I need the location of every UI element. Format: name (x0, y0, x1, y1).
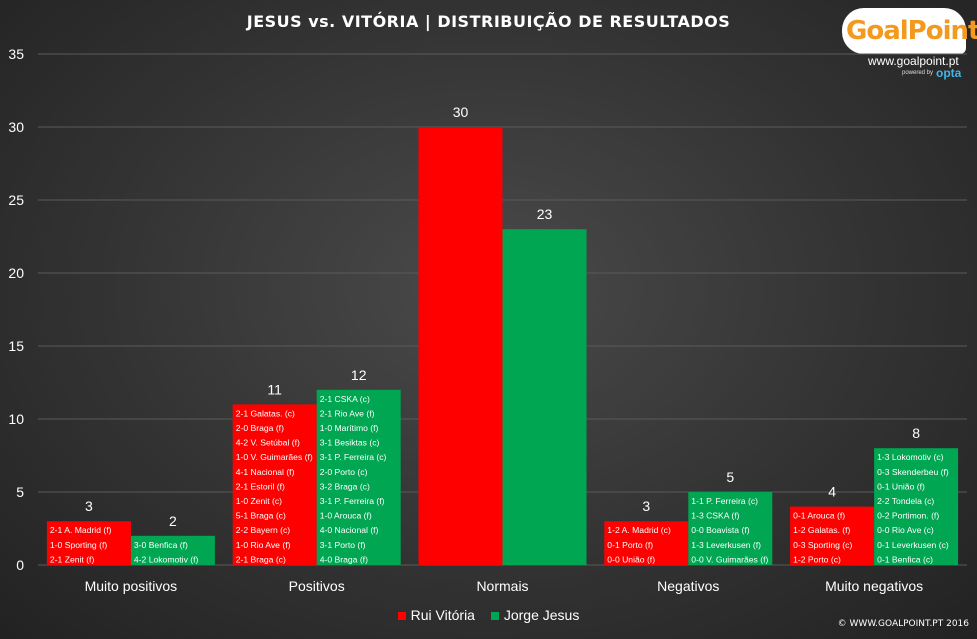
result-label: 0-0 Boavista (f) (691, 525, 749, 535)
result-label: 0-2 Portimon. (f) (877, 511, 939, 521)
result-label: 0-0 Rio Ave (c) (877, 525, 934, 535)
legend-item-jorge-jesus: Jorge Jesus (490, 607, 580, 623)
x-tick-label: Normais (476, 578, 528, 594)
result-label: 2-2 Tondela (c) (877, 496, 934, 506)
data-label: 23 (537, 206, 553, 222)
result-label: 0-1 União (f) (877, 481, 925, 491)
result-label: 4-2 Lokomotiv (f) (134, 554, 199, 564)
result-label: 1-1 P. Ferreira (c) (691, 496, 758, 506)
data-label: 5 (726, 469, 734, 485)
result-label: 1-0 Arouca (f) (320, 511, 372, 521)
result-label: 3-1 Besiktas (c) (320, 438, 380, 448)
data-label: 3 (642, 498, 650, 514)
logo-badge (842, 8, 966, 54)
copyright: © WWW.GOALPOINT.PT 2016 (837, 619, 969, 629)
logo-url: www.goalpoint.pt (868, 54, 959, 68)
data-label: 12 (351, 367, 367, 383)
result-label: 2-0 Porto (c) (320, 467, 368, 477)
y-tick-label: 30 (8, 119, 24, 135)
result-label: 1-0 Rio Ave (f) (236, 540, 291, 550)
result-label: 1-2 Galatas. (f) (793, 525, 850, 535)
result-label: 2-1 Galatas. (c) (236, 408, 295, 418)
data-label: 11 (267, 381, 282, 397)
result-label: 0-0 V. Guimarães (f) (691, 554, 768, 564)
result-label: 1-2 Porto (c) (793, 554, 841, 564)
result-label: 3-0 Benfica (f) (134, 540, 188, 550)
result-label: 2-0 Braga (f) (236, 423, 284, 433)
result-label: 3-1 P. Ferreira (f) (320, 496, 385, 506)
legend-swatch-red (397, 612, 406, 621)
result-label: 0-1 Arouca (f) (793, 511, 845, 521)
y-tick-label: 25 (8, 192, 24, 208)
result-label: 3-1 Porto (f) (320, 540, 366, 550)
y-tick-label: 15 (8, 338, 24, 354)
result-label: 0-1 Leverkusen (c) (877, 540, 949, 550)
x-tick-label: Negativos (657, 578, 719, 594)
data-label: 4 (828, 484, 836, 500)
result-label: 2-1 A. Madrid (f) (50, 525, 112, 535)
chart-title: JESUS vs. VITÓRIA | DISTRIBUIÇÃO DE RESU… (246, 12, 731, 31)
bar (130, 535, 215, 565)
result-label: 2-1 Zenit (f) (50, 554, 95, 564)
legend-label: Rui Vitória (410, 607, 475, 623)
bar (874, 448, 959, 565)
result-label: 2-1 Estoril (f) (236, 481, 285, 491)
result-label: 4-0 Braga (f) (320, 554, 368, 564)
result-label: 2-1 Rio Ave (f) (320, 408, 375, 418)
result-label: 1-2 A. Madrid (c) (607, 525, 671, 535)
result-label: 4-1 Nacional (f) (236, 467, 295, 477)
result-label: 2-1 Braga (c) (236, 554, 286, 564)
legend-label: Jorge Jesus (503, 607, 580, 623)
x-tick-label: Muito positivos (85, 578, 178, 594)
bar (688, 492, 773, 565)
result-label: 0-0 União (f) (607, 554, 655, 564)
logo-wordmark: GoalPoint (846, 16, 977, 46)
y-tick-label: 0 (16, 557, 24, 573)
data-label: 2 (169, 513, 177, 529)
result-label: 1-0 Sporting (f) (50, 540, 107, 550)
result-label: 5-1 Braga (c) (236, 511, 286, 521)
opta-logo: opta (936, 66, 962, 80)
x-tick-label: Muito negativos (825, 578, 923, 594)
bar (502, 229, 587, 565)
result-label: 2-1 CSKA (c) (320, 394, 370, 404)
logo-powered-by: powered by (902, 70, 934, 76)
result-label: 0-1 Porto (f) (607, 540, 653, 550)
goalpoint-logo: GoalPoint www.goalpoint.pt powered by op… (838, 8, 977, 82)
result-label: 1-3 CSKA (f) (691, 511, 739, 521)
result-label: 4-2 V. Setúbal (f) (236, 438, 300, 448)
result-label: 4-0 Nacional (f) (320, 525, 379, 535)
result-label: 0-1 Benfica (c) (877, 554, 933, 564)
bar (790, 506, 875, 565)
data-label: 8 (912, 425, 920, 441)
legend-swatch-green (490, 612, 499, 621)
y-tick-label: 35 (8, 46, 24, 62)
result-label: 1-3 Leverkusen (f) (691, 540, 761, 550)
bar (418, 127, 503, 565)
y-tick-label: 10 (8, 411, 24, 427)
result-label: 1-0 Zenit (c) (236, 496, 282, 506)
result-label: 1-0 V. Guimarães (f) (236, 452, 313, 462)
bar (604, 521, 689, 565)
result-label: 0-3 Sporting (c) (793, 540, 852, 550)
data-label: 3 (85, 498, 93, 514)
result-label: 3-2 Braga (c) (320, 481, 370, 491)
result-label: 0-3 Skenderbeu (f) (877, 467, 949, 477)
y-tick-label: 20 (8, 265, 24, 281)
data-label: 30 (453, 104, 469, 120)
result-label: 1-0 Marítimo (f) (320, 423, 379, 433)
bar (232, 404, 317, 565)
result-label: 3-1 P. Ferreira (c) (320, 452, 387, 462)
result-label: 2-2 Bayern (c) (236, 525, 291, 535)
y-tick-label: 5 (16, 484, 24, 500)
legend-item-rui-vitoria: Rui Vitória (397, 607, 475, 623)
legend: Rui Vitória Jorge Jesus (0, 607, 977, 623)
x-tick-label: Positivos (289, 578, 345, 594)
bar (316, 389, 401, 565)
bar (46, 521, 131, 565)
result-label: 1-3 Lokomotiv (c) (877, 452, 944, 462)
